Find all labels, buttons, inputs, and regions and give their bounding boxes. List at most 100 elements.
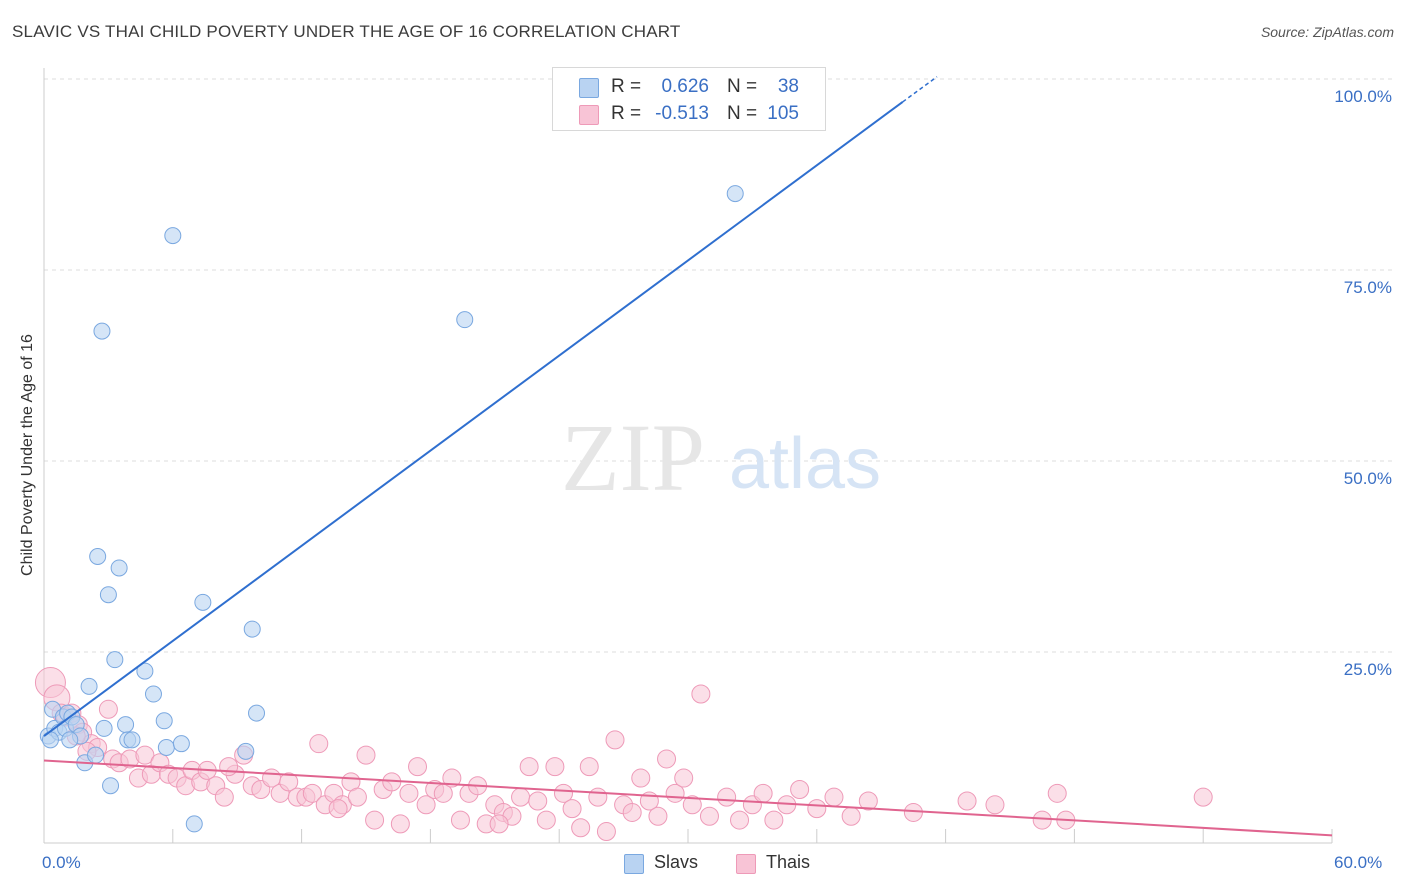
thais-point bbox=[365, 810, 385, 830]
slavs-point bbox=[194, 593, 212, 611]
thais-point bbox=[1032, 810, 1052, 830]
watermark-atlas: atlas bbox=[729, 424, 881, 504]
slavs-n-value: 38 bbox=[777, 76, 799, 97]
slavs-point bbox=[172, 735, 190, 753]
thais-point bbox=[562, 799, 582, 819]
slavs-point bbox=[237, 742, 255, 760]
slavs-swatch-icon bbox=[579, 78, 599, 98]
thais-point bbox=[824, 787, 844, 807]
thais-point bbox=[753, 783, 773, 803]
y-axis-label: Child Poverty Under the Age of 16 bbox=[19, 334, 36, 576]
thais-point bbox=[214, 787, 234, 807]
grid-lines bbox=[43, 68, 1392, 844]
chart-title: SLAVIC VS THAI CHILD POVERTY UNDER THE A… bbox=[12, 22, 681, 41]
x-tick-label-min: 0.0% bbox=[42, 853, 81, 872]
thais-point bbox=[356, 745, 376, 765]
slavs-point bbox=[99, 586, 117, 604]
watermark: ZIP atlas bbox=[561, 404, 881, 511]
slavs-point bbox=[106, 651, 124, 669]
thais-point bbox=[519, 757, 539, 777]
slavs-point bbox=[110, 559, 128, 577]
thais-trend-line bbox=[43, 759, 1333, 837]
thais-point bbox=[98, 699, 118, 719]
thais-point bbox=[588, 787, 608, 807]
watermark-zip: ZIP bbox=[561, 404, 705, 511]
series-legend: Slavs Thais bbox=[0, 852, 1406, 876]
slavs-point bbox=[87, 746, 105, 764]
slavs-legend-label: Slavs bbox=[654, 852, 699, 872]
thais-point bbox=[903, 802, 923, 822]
thais-point bbox=[536, 810, 556, 830]
slavs-point bbox=[726, 185, 744, 203]
thais-point bbox=[408, 757, 428, 777]
thais-point bbox=[657, 749, 677, 769]
thais-point bbox=[631, 768, 651, 788]
thais-point bbox=[416, 795, 436, 815]
y-tick-label: 50.0% bbox=[1343, 469, 1392, 488]
thais-point bbox=[1047, 783, 1067, 803]
thais-point bbox=[442, 768, 462, 788]
thais-point bbox=[579, 757, 599, 777]
thais-n-value: 105 bbox=[767, 103, 799, 124]
thais-point bbox=[1193, 787, 1213, 807]
thais-point bbox=[302, 783, 322, 803]
y-tick-label: 75.0% bbox=[1343, 278, 1392, 297]
thais-point bbox=[553, 783, 573, 803]
thais-point bbox=[347, 787, 367, 807]
slavs-point bbox=[89, 548, 107, 565]
slavs-point bbox=[61, 731, 79, 749]
x-tick-label-max: 60.0% bbox=[1334, 853, 1383, 872]
thais-point bbox=[596, 822, 616, 842]
thais-points bbox=[34, 667, 1213, 842]
thais-point bbox=[985, 795, 1005, 815]
slavs-point bbox=[95, 719, 113, 737]
thais-point bbox=[328, 799, 348, 819]
slavs-point bbox=[243, 620, 261, 638]
slavs-point bbox=[155, 712, 173, 730]
slavs-point bbox=[144, 685, 162, 703]
thais-swatch-icon bbox=[579, 105, 599, 125]
slavs-point bbox=[102, 777, 120, 795]
slavs-point bbox=[185, 815, 203, 833]
thais-point bbox=[571, 818, 591, 838]
thais-point bbox=[135, 745, 155, 765]
thais-point bbox=[605, 730, 625, 750]
thais-point bbox=[622, 802, 642, 822]
slavs-trend-line bbox=[43, 101, 904, 737]
thais-point bbox=[648, 806, 668, 826]
trend-lines bbox=[43, 76, 1333, 837]
legend-row-slavs: R = 0.626 N = 38 bbox=[553, 74, 825, 100]
slavs-point bbox=[117, 716, 135, 734]
slavs-point bbox=[164, 227, 182, 245]
thais-n-label: N = bbox=[727, 103, 758, 124]
thais-point bbox=[309, 734, 329, 754]
slavs-trend-extension bbox=[902, 76, 938, 103]
thais-point bbox=[957, 791, 977, 811]
slavs-legend-swatch-icon bbox=[624, 854, 644, 874]
slavs-point bbox=[80, 677, 98, 695]
slavs-point bbox=[136, 662, 154, 680]
slavs-point bbox=[93, 322, 111, 340]
thais-legend-label: Thais bbox=[766, 852, 811, 872]
slavs-r-label: R = bbox=[611, 76, 642, 97]
thais-point bbox=[528, 791, 548, 811]
thais-point bbox=[699, 806, 719, 826]
thais-legend-swatch-icon bbox=[736, 854, 756, 874]
y-tick-label: 25.0% bbox=[1343, 660, 1392, 679]
thais-point bbox=[717, 787, 737, 807]
slavs-point bbox=[157, 739, 175, 756]
slavs-points bbox=[39, 185, 744, 833]
correlation-legend: R = 0.626 N = 38 R = -0.513 N = 105 bbox=[552, 67, 826, 131]
thais-point bbox=[511, 787, 531, 807]
slavs-r-value: 0.626 bbox=[661, 76, 709, 97]
thais-point bbox=[764, 810, 784, 830]
thais-point bbox=[682, 795, 702, 815]
thais-r-label: R = bbox=[611, 103, 642, 124]
thais-point bbox=[790, 780, 810, 800]
slavs-point bbox=[123, 731, 141, 749]
thais-point bbox=[730, 810, 750, 830]
thais-r-value: -0.513 bbox=[655, 103, 709, 124]
thais-point bbox=[219, 757, 239, 777]
thais-point bbox=[450, 810, 470, 830]
